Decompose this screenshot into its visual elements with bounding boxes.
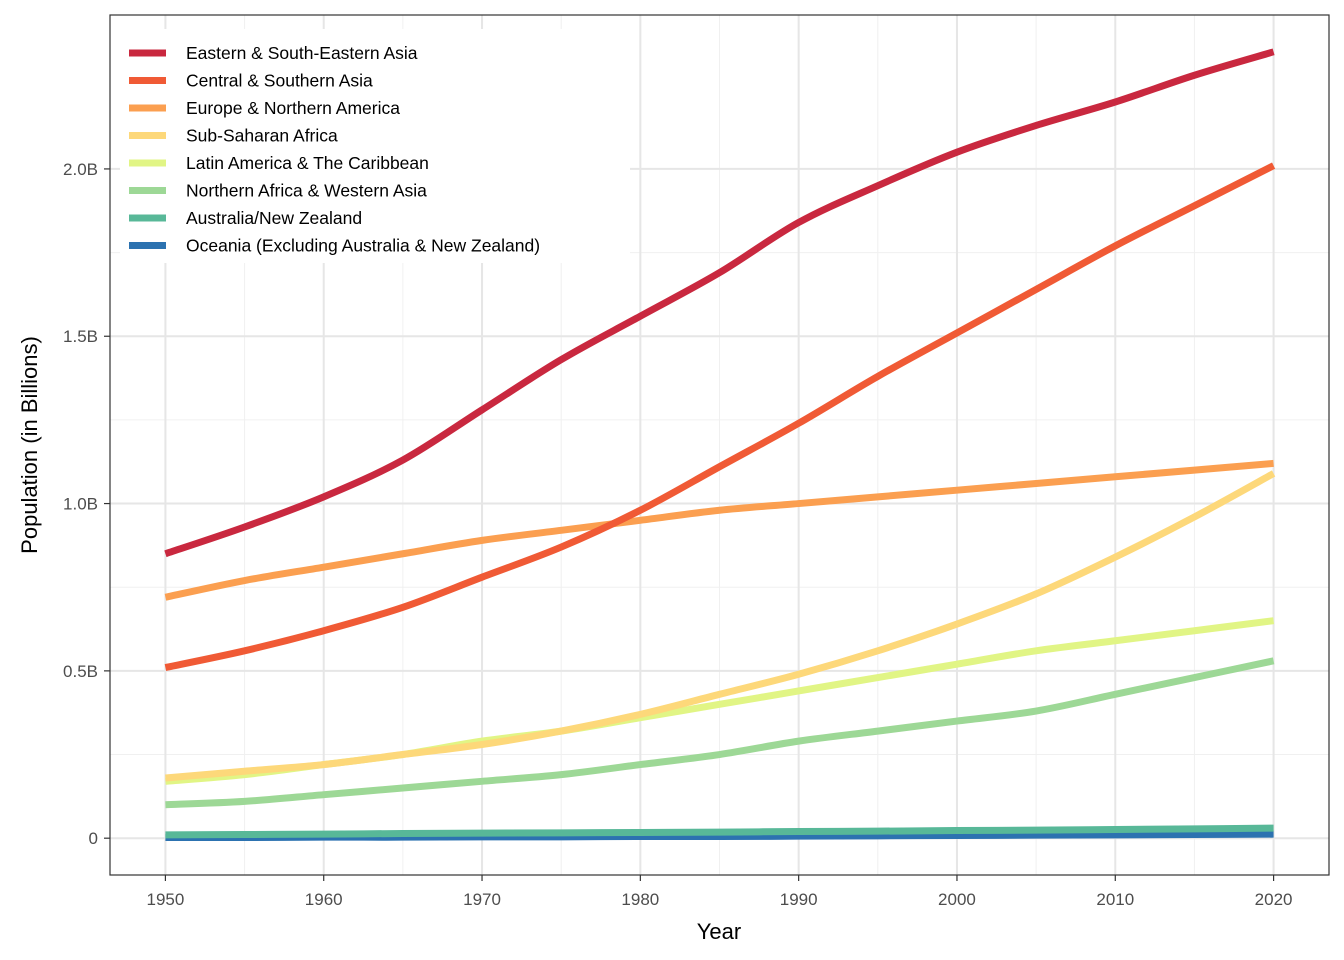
legend-background [120,29,630,263]
x-tick-label: 1950 [146,890,184,909]
y-tick-label: 1.0B [63,495,98,514]
x-axis: 1950 1960 1970 1980 1990 2000 2010 2020 [146,875,1293,909]
legend-item: Sub-Saharan Africa [129,126,338,146]
y-tick-label: 0 [89,829,98,848]
series-lines [164,48,1276,842]
legend-item: Europe & Northern America [129,98,400,118]
series-line-central-southern-asia [164,162,1276,671]
legend-label: Europe & Northern America [186,98,400,118]
legend-label: Latin America & The Caribbean [186,153,429,173]
series-line-eastern-south-eastern-asia [164,48,1275,558]
y-axis: 0 0.5B 1.0B 1.5B 2.0B [63,160,110,848]
legend: Eastern & South-Eastern Asia Central & So… [129,43,540,256]
panel-border [109,14,1330,876]
y-tick-label: 2.0B [63,160,98,179]
series-line-sub-saharan-africa [165,470,1276,782]
legend-label: Oceania (Excluding Australia & New Zeala… [186,236,540,256]
legend-label: Australia/New Zealand [186,208,362,228]
x-axis-title: Year [697,919,741,944]
x-tick-label: 1990 [780,890,818,909]
x-tick-label: 1960 [305,890,343,909]
series-line-europe-northern-america [164,459,1274,601]
legend-item: Australia/New Zealand [129,208,362,228]
legend-item: Central & Southern Asia [129,71,373,91]
x-tick-label: 1970 [463,890,501,909]
x-tick-label: 2010 [1096,890,1134,909]
legend-item: Eastern & South-Eastern Asia [129,43,418,63]
legend-item: Latin America & The Caribbean [129,153,429,173]
legend-label: Eastern & South-Eastern Asia [186,43,418,63]
x-tick-label: 2020 [1255,890,1293,909]
series-line-northern-africa-western-asia [165,657,1275,809]
legend-item: Northern Africa & Western Asia [129,181,427,201]
legend-label: Sub-Saharan Africa [186,126,338,146]
legend-label: Northern Africa & Western Asia [186,181,427,201]
y-tick-label: 0.5B [63,662,98,681]
x-tick-label: 2000 [938,890,976,909]
legend-label: Central & Southern Asia [186,71,373,91]
y-tick-label: 1.5B [63,327,98,346]
series-line-australia-new-zealand [165,824,1274,839]
x-tick-label: 1980 [621,890,659,909]
y-axis-title: Population (in Billions) [17,336,42,554]
legend-item: Oceania (Excluding Australia & New Zeala… [129,236,540,256]
